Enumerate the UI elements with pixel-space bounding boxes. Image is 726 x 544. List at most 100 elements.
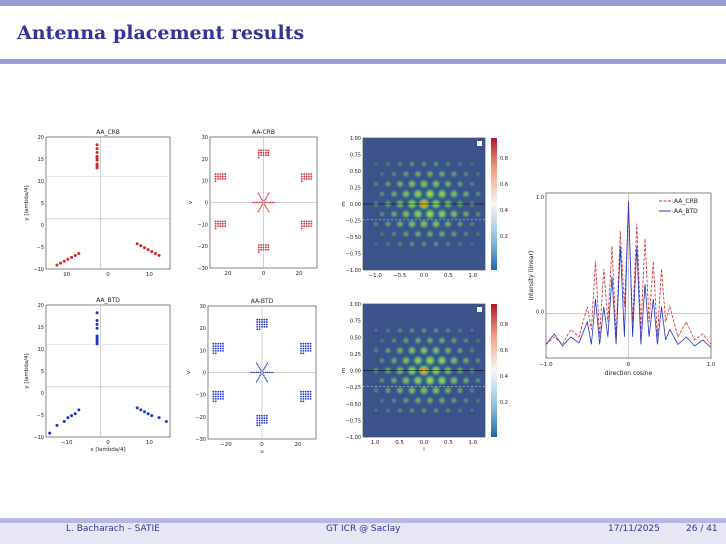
top-mid-point	[268, 201, 270, 204]
top-mid-point	[221, 222, 224, 225]
top-mid-point	[214, 177, 217, 180]
bottom-psf-lobe	[437, 336, 447, 345]
bottom-psf-lobe	[474, 376, 482, 385]
bottom-mid-point	[307, 342, 310, 345]
bottom-mid-point	[256, 323, 259, 326]
bottom-mid-point	[262, 373, 264, 375]
top-left-point	[95, 158, 99, 162]
top-mid-point	[303, 220, 306, 223]
top-psf-lobe	[406, 178, 418, 190]
bottom-mid-point	[222, 342, 224, 345]
bottom-mid-point	[265, 419, 268, 422]
bottom-mid-ytick-label: 0	[203, 371, 206, 377]
bottom-psf-lobe	[462, 396, 470, 405]
top-psf-colorbar	[491, 138, 497, 270]
top-mid-point	[219, 220, 222, 223]
bottom-mid-point	[307, 390, 310, 393]
bottom-psf-lobe	[385, 407, 391, 414]
bottom-mid-point	[268, 371, 270, 374]
bottom-mid-point	[222, 390, 224, 393]
bottom-left-point	[135, 406, 139, 410]
top-mid-point	[219, 177, 222, 180]
bottom-mid-point	[309, 345, 312, 347]
bottom-psf-lobe	[430, 345, 442, 356]
bottom-mid-point	[258, 417, 261, 420]
bottom-mid-point	[258, 328, 261, 331]
top-mid-point	[214, 227, 217, 230]
bottom-mid-point	[256, 379, 259, 381]
bottom-mid-point	[300, 347, 302, 350]
top-mid-point	[310, 173, 313, 175]
top-mid-point	[310, 175, 313, 178]
bottom-psf-colorbar-tick: 0.2	[500, 400, 508, 406]
bottom-psf-chart: 1.0 0.5 0.0 0.5 1.0 1.00 0.75 0.50 0.25 0.00 −0.25…	[341, 302, 508, 453]
bottom-psf-ytick-label: 0.50	[350, 335, 361, 341]
bottom-psf-xtick-label: 0.5	[395, 440, 404, 446]
bottom-mid-point	[261, 321, 263, 323]
bottom-left-point	[139, 408, 143, 412]
top-psf-lobe	[462, 170, 470, 178]
bottom-psf-lobe	[469, 328, 475, 333]
bottom-psf-lobe	[406, 385, 418, 396]
bottom-psf-lobe	[457, 327, 463, 334]
bottom-mid-point	[212, 347, 215, 350]
top-left-point	[73, 253, 77, 257]
bottom-mid-point	[261, 417, 263, 420]
top-mid-point	[265, 246, 267, 249]
bottom-mid-point	[270, 371, 272, 374]
bottom-mid-point	[300, 352, 302, 355]
top-mid-point	[257, 211, 259, 213]
top-mid-point	[308, 220, 310, 223]
top-mid-point	[257, 246, 260, 249]
bottom-mid-point	[256, 414, 259, 417]
top-mid-point	[267, 209, 269, 211]
top-mid-point	[257, 151, 260, 154]
bottom-psf-lobe	[423, 354, 437, 367]
top-psf-ytick-label: 0.00	[350, 202, 361, 208]
top-psf-ytick-label: 0.75	[350, 153, 361, 159]
bottom-mid-point	[307, 395, 310, 398]
bottom-psf-lobe	[448, 355, 460, 366]
top-left-chart: AA_CRB 10 0 10 20 15 10 5 0 −5 −10 y [lambda/4]	[24, 129, 171, 278]
bottom-mid-point	[263, 417, 266, 420]
top-mid-point	[267, 244, 270, 246]
bottom-left-chart: AA_BTD −10 0 10 20 15 10 5 0 −5 −10 x [lambda/4] y […	[24, 297, 171, 453]
top-mid-point	[219, 173, 222, 175]
top-mid-point	[305, 173, 308, 175]
top-psf-ytick-label: −0.50	[346, 235, 361, 241]
bottom-psf-lobe	[400, 355, 412, 366]
bottom-psf-lobe	[413, 396, 423, 405]
top-psf-lobe	[436, 208, 448, 220]
bottom-mid-xtick-label: 20	[295, 442, 302, 448]
top-left-ylabel: y [lambda/4]	[24, 185, 30, 220]
top-mid-chart: AA-CRB 20 0 20 30 20 10 0 −10 −20 −30 v	[188, 129, 318, 277]
bottom-mid-point	[255, 362, 258, 364]
top-mid-point	[257, 156, 260, 159]
bottom-mid-point	[259, 371, 261, 374]
top-mid-point	[252, 201, 254, 204]
bottom-mid-point	[219, 349, 222, 352]
bottom-mid-point	[302, 352, 305, 355]
profile-ytick-label: 0.0	[536, 309, 544, 315]
bottom-mid-point	[302, 342, 305, 345]
top-accent-bar	[0, 0, 726, 6]
bottom-mid-point	[266, 381, 269, 383]
bottom-psf-lobe	[436, 354, 448, 367]
top-mid-xtick-label: 0	[262, 271, 266, 277]
bottom-psf-lobe	[425, 335, 435, 346]
top-mid-point	[303, 177, 306, 180]
top-mid-point	[262, 246, 265, 249]
top-mid-point	[221, 175, 224, 178]
top-mid-point	[258, 209, 260, 211]
top-mid-point	[310, 225, 313, 228]
bottom-mid-point	[261, 422, 263, 424]
top-psf-lobe	[457, 241, 463, 247]
bottom-psf-colorbar	[491, 304, 497, 437]
top-mid-point	[300, 173, 303, 175]
top-psf-lobe	[418, 178, 430, 190]
top-psf-chart: −1.0 −0.5 0.0 0.5 1.0 1.00 0.75 0.50 0.25 0.00 −0.…	[341, 136, 508, 279]
top-psf-lobe	[406, 218, 418, 230]
top-left-ytick-label: 15	[38, 157, 44, 163]
bottom-left-ytick-label: 15	[38, 325, 44, 331]
top-psf-lobe	[430, 218, 442, 230]
